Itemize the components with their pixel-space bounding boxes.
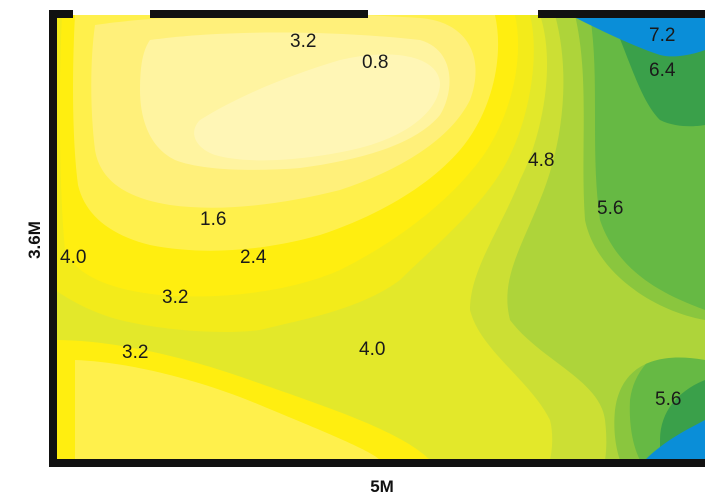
height-dimension-label: 3.6M (25, 221, 44, 259)
contour-labels: 3.2 0.8 7.2 6.4 4.8 5.6 1.6 4.0 2.4 3.2 … (60, 25, 681, 410)
contour-label: 5.6 (597, 198, 623, 219)
frame-top-seg-2 (150, 10, 368, 18)
contour-label: 5.6 (655, 389, 681, 410)
frame-top-seg-3 (538, 10, 705, 18)
contour-label: 6.4 (649, 60, 676, 81)
frame-bottom (49, 459, 705, 467)
band-blue-top (570, 15, 705, 57)
contour-label: 3.2 (162, 287, 188, 308)
frame (49, 10, 705, 467)
contour-label: 3.2 (122, 342, 148, 363)
contour-label: 7.2 (649, 25, 675, 46)
width-dimension-label: 5M (370, 477, 394, 496)
contour-label: 3.2 (290, 31, 316, 52)
frame-left (49, 15, 57, 467)
contour-label: 2.4 (240, 247, 267, 268)
contour-label: 4.8 (528, 150, 554, 171)
contour-label: 4.0 (359, 339, 385, 360)
frame-top-seg-1 (49, 10, 73, 18)
contour-bands (55, 15, 705, 460)
contour-label: 4.0 (60, 247, 86, 268)
band-bottom-yellow-inner (75, 360, 380, 460)
contour-label: 1.6 (200, 209, 226, 230)
band-palest-inner (194, 54, 440, 161)
contour-label: 0.8 (362, 52, 388, 73)
band-blue-bottom (645, 420, 705, 460)
